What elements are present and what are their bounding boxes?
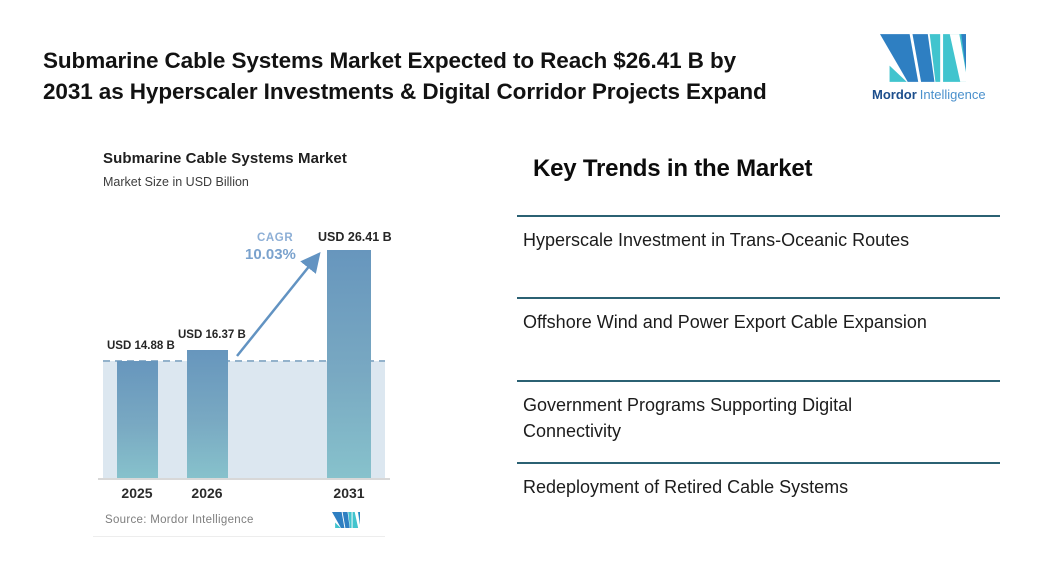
x-tick-2026: 2026 <box>191 485 223 501</box>
bar-2025 <box>117 361 158 479</box>
page-title: Submarine Cable Systems Market Expected … <box>43 45 767 107</box>
trend-item: Offshore Wind and Power Export Cable Exp… <box>517 297 1000 335</box>
chart-subtitle: Market Size in USD Billion <box>103 175 249 189</box>
trend-item-label: Offshore Wind and Power Export Cable Exp… <box>523 312 927 332</box>
wordmark-bold: Mordor <box>872 87 917 102</box>
page-title-line1: Submarine Cable Systems Market Expected … <box>43 48 737 73</box>
cagr-value: 10.03% <box>245 246 296 263</box>
cagr-label: CAGR <box>257 232 294 244</box>
trend-item-label: Redeployment of Retired Cable Systems <box>523 477 849 497</box>
trend-item-label: Government Programs Supporting Digital C… <box>523 395 853 441</box>
trend-item: Redeployment of Retired Cable Systems <box>517 462 1000 500</box>
mordor-logo-wordmark: Mordor Intelligence <box>872 87 992 102</box>
trend-item: Hyperscale Investment in Trans-Oceanic R… <box>517 215 1000 253</box>
chart-bottom-divider <box>93 536 385 537</box>
bar-2026 <box>187 350 228 479</box>
bar-value-label-2031: USD 26.41 B <box>318 230 392 244</box>
trend-item: Government Programs Supporting Digital C… <box>517 380 1000 444</box>
source-note: Source: Mordor Intelligence <box>105 514 254 526</box>
mordor-logo-mark-small-icon <box>332 512 360 528</box>
bar-value-label-2025: USD 14.88 B <box>107 340 175 352</box>
trend-item-label: Hyperscale Investment in Trans-Oceanic R… <box>523 230 910 250</box>
x-axis-line <box>98 478 390 480</box>
bar-value-label-2026: USD 16.37 B <box>178 329 246 341</box>
chart-title: Submarine Cable Systems Market <box>103 150 347 167</box>
reference-dashed-line <box>103 360 385 362</box>
bar-chart-plot-area <box>103 240 385 479</box>
trends-heading: Key Trends in the Market <box>533 155 813 182</box>
x-tick-2025: 2025 <box>121 485 153 501</box>
bar-2031 <box>327 250 371 479</box>
wordmark-light: Intelligence <box>919 87 986 102</box>
mordor-logo-mark-icon <box>880 34 966 82</box>
page-title-line2: 2031 as Hyperscaler Investments & Digita… <box>43 79 767 104</box>
x-tick-2031: 2031 <box>333 485 365 501</box>
mordor-intelligence-logo: Mordor Intelligence <box>872 34 992 102</box>
growth-arrow-icon <box>236 252 321 357</box>
